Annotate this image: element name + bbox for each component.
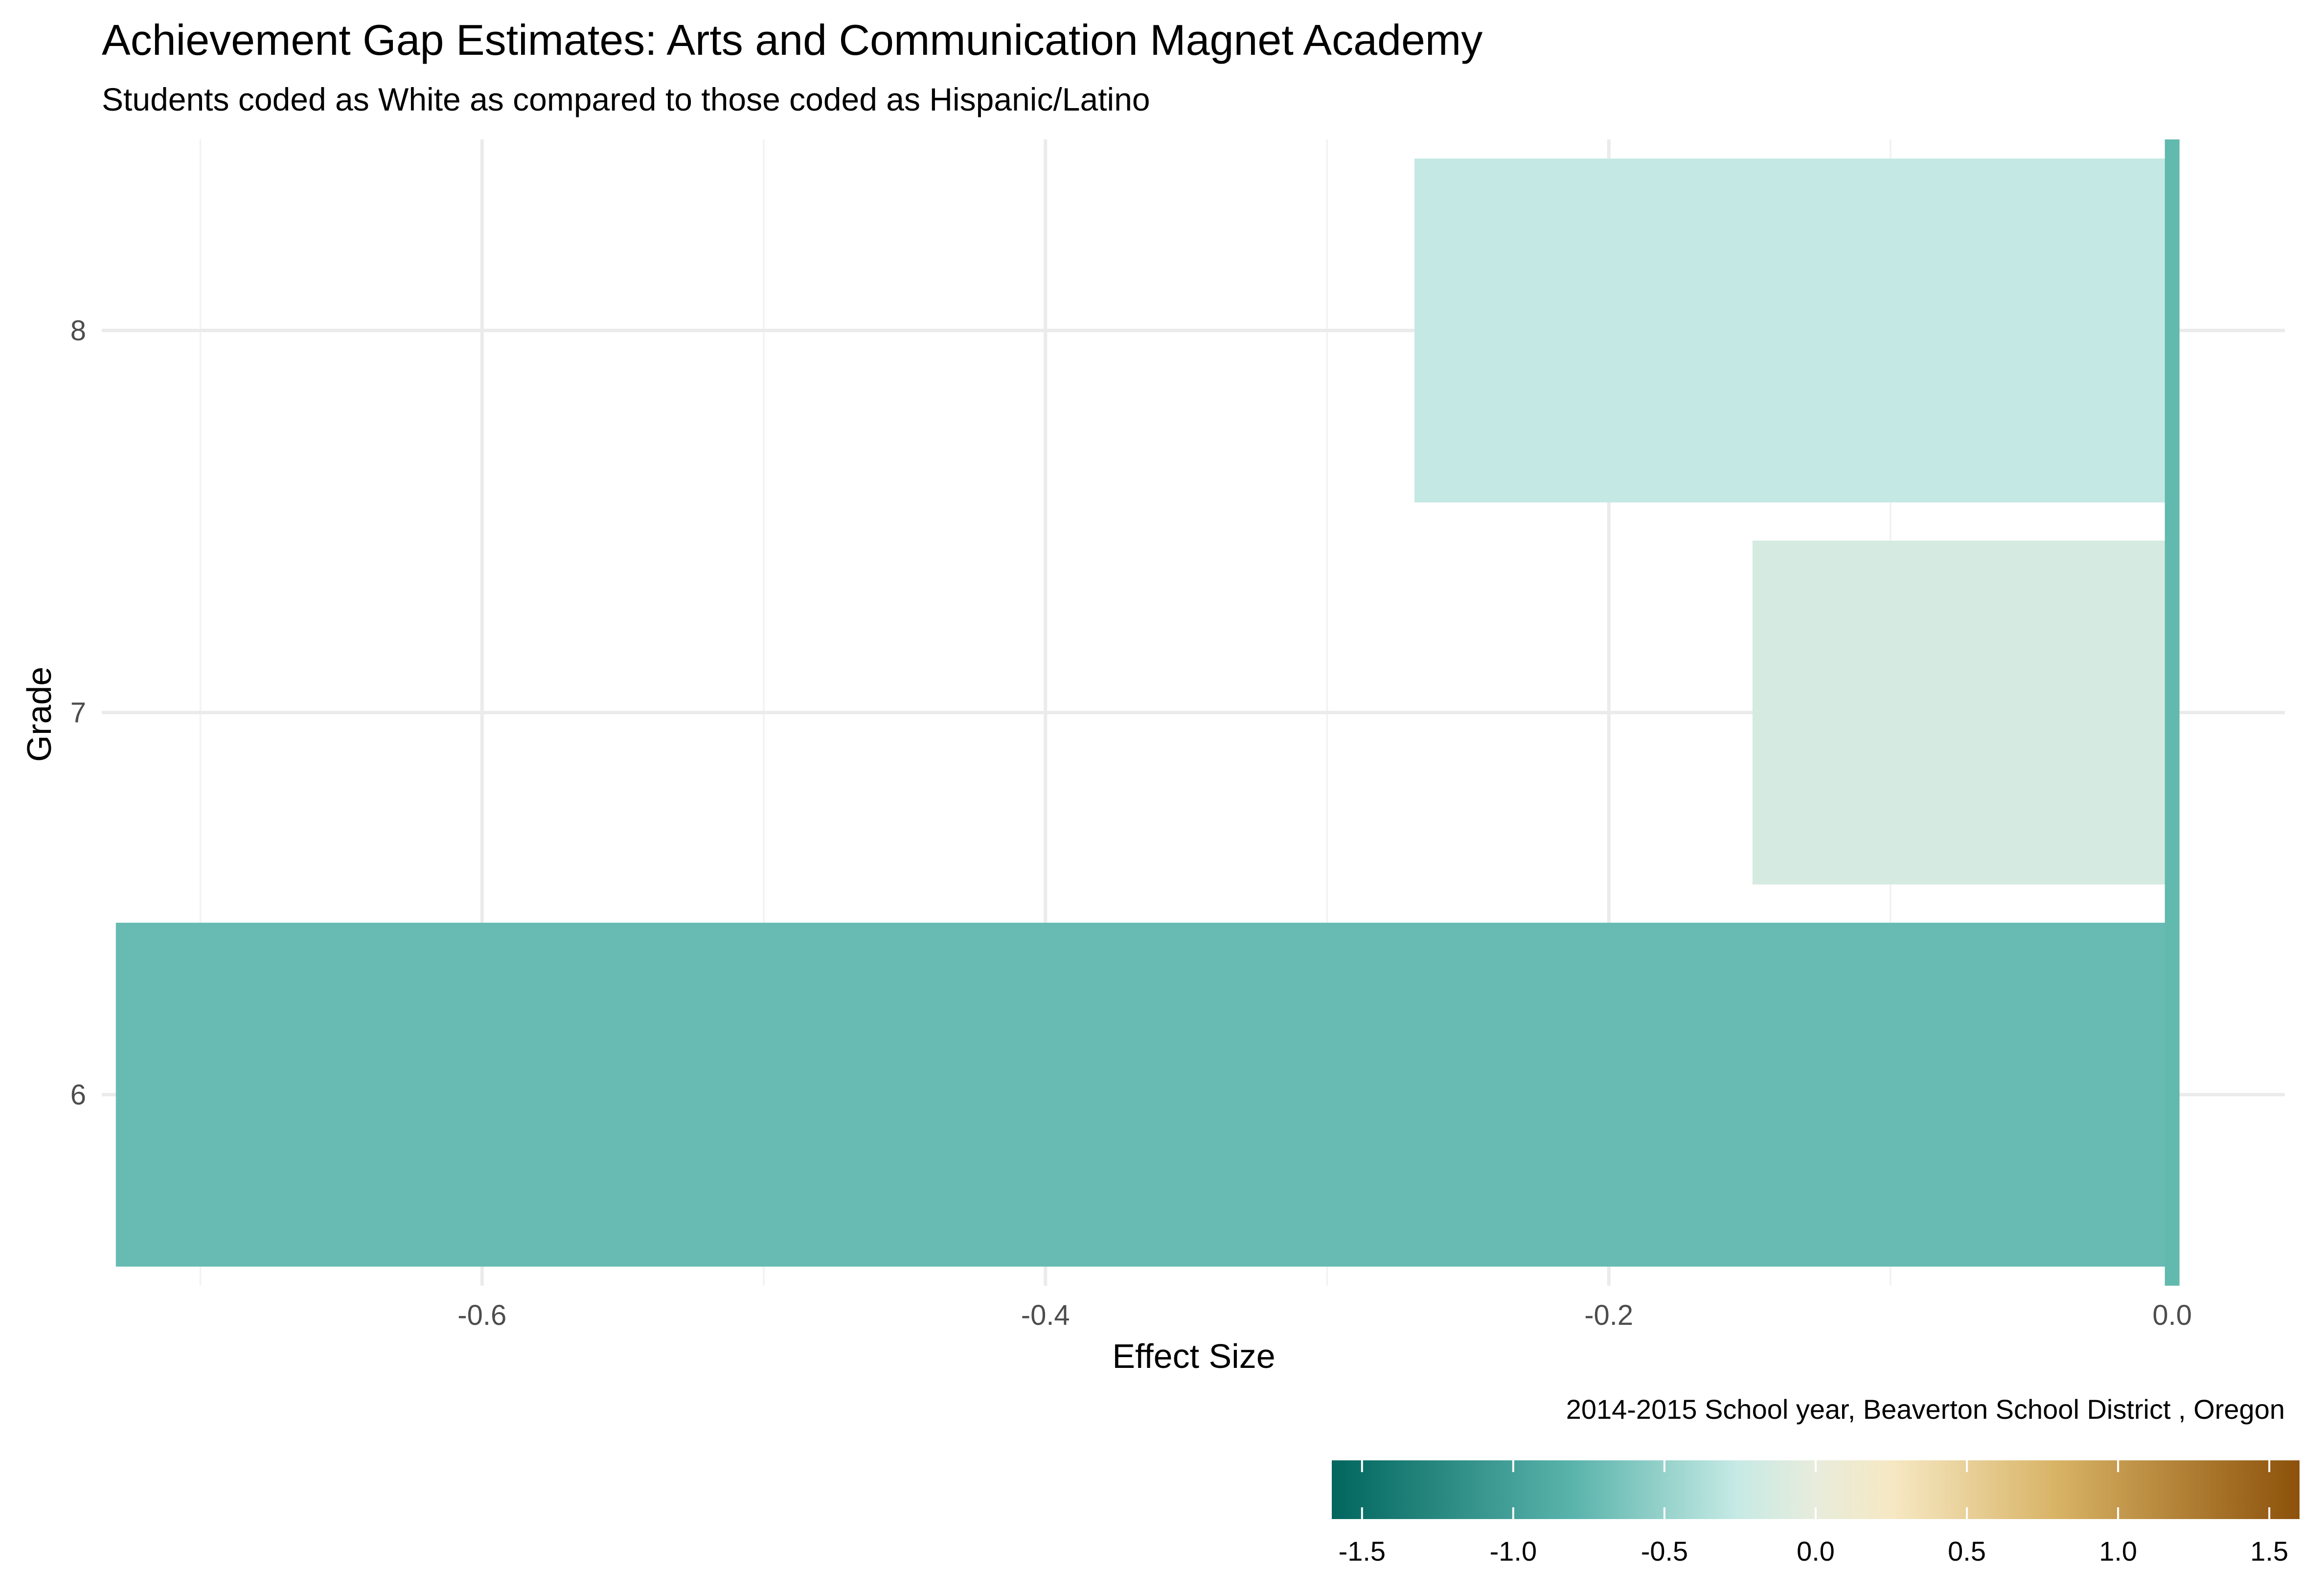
chart-subtitle: Students coded as White as compared to t… — [102, 81, 1150, 117]
x-tick-label: 0.0 — [2152, 1299, 2192, 1331]
x-tick-label: -0.6 — [457, 1299, 506, 1331]
bar-grade-8 — [1414, 159, 2172, 502]
x-axis-title: Effect Size — [1112, 1337, 1275, 1375]
y-axis-ticks: 6 7 8 — [70, 315, 86, 1111]
y-axis-title: Grade — [20, 667, 58, 762]
chart-title: Achievement Gap Estimates: Arts and Comm… — [102, 16, 1482, 64]
y-tick-label: 8 — [70, 315, 86, 347]
x-tick-label: -0.4 — [1021, 1299, 1070, 1331]
y-tick-label: 6 — [70, 1079, 86, 1111]
legend-tick-label: -0.5 — [1641, 1536, 1688, 1567]
legend-tick-label: -1.5 — [1339, 1536, 1386, 1567]
legend-tick-label: 1.0 — [2099, 1536, 2137, 1567]
chart-caption: 2014-2015 School year, Beaverton School … — [1566, 1394, 2285, 1425]
legend-tick-label: -1.0 — [1490, 1536, 1537, 1567]
y-tick-label: 7 — [70, 697, 86, 729]
legend-ticks: -1.5 -1.0 -0.5 0.0 0.5 1.0 1.5 — [1339, 1460, 2288, 1567]
plot-area: -0.6 -0.4 -0.2 0.0 6 7 8 — [70, 139, 2285, 1331]
color-legend: -1.5 -1.0 -0.5 0.0 0.5 1.0 1.5 — [1332, 1460, 2300, 1567]
bars — [115, 159, 2172, 1267]
legend-tick-label: 0.5 — [1948, 1536, 1986, 1567]
legend-tick-label: 1.5 — [2250, 1536, 2288, 1567]
x-tick-label: -0.2 — [1584, 1299, 1633, 1331]
x-axis-ticks: -0.6 -0.4 -0.2 0.0 — [457, 1299, 2192, 1331]
bar-grade-7 — [1752, 541, 2172, 885]
legend-tick-label: 0.0 — [1797, 1536, 1835, 1567]
bar-grade-6 — [115, 923, 2172, 1267]
